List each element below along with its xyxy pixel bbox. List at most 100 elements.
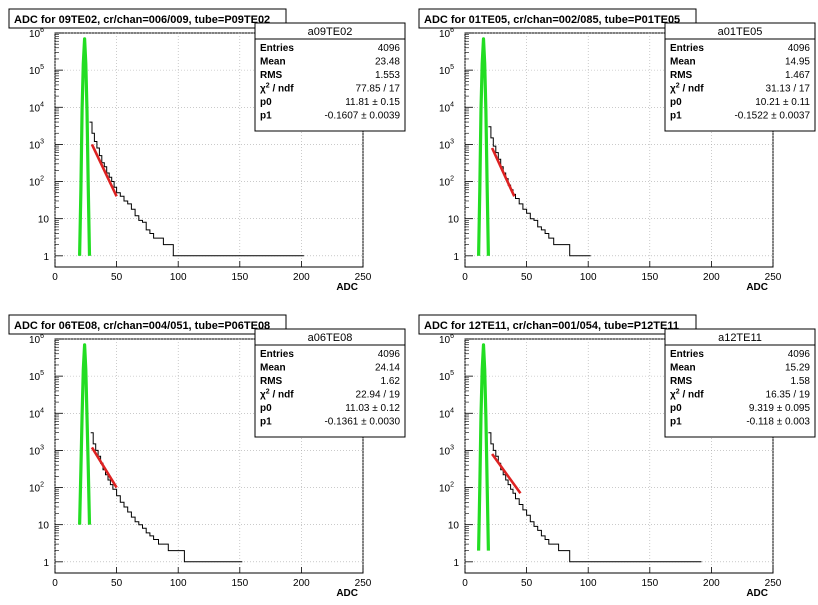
stats-label: p1 (670, 417, 682, 428)
x-tick-label: 50 (111, 272, 123, 283)
stats-box: a06TE08 Entries 4096 Mean 24.14 RMS 1.62 χ2 / n… (254, 328, 406, 438)
stats-name: a06TE08 (308, 332, 353, 344)
title-frame (8, 314, 287, 335)
histogram-series (488, 126, 591, 257)
stats-value: -0.1522 ± 0.0037 (734, 111, 810, 122)
stats-value: 22.94 / 19 (356, 390, 401, 401)
stats-label: p0 (670, 403, 682, 414)
y-tick-label: 1 (453, 558, 459, 569)
y-tick-label: 102 (29, 176, 44, 189)
y-tick-label: 1 (43, 252, 49, 263)
stats-value: 15.29 (785, 363, 810, 374)
stats-frame (254, 22, 406, 132)
x-tick-label: 50 (521, 272, 533, 283)
stats-label: Entries (670, 349, 704, 360)
stats-value: 11.03 ± 0.12 (345, 403, 400, 414)
gaussian-fit-curve (78, 37, 92, 256)
x-tick-label: 200 (703, 578, 720, 589)
stats-value: 4096 (788, 349, 811, 360)
y-tick-label: 106 (439, 27, 454, 40)
chart-title-box: ADC for 01TE05, cr/chan=002/085, tube=P0… (418, 8, 697, 29)
stats-label: p1 (260, 417, 272, 428)
y-tick-label: 103 (29, 138, 44, 151)
x-axis-label: ADC (336, 282, 358, 293)
stats-label: p1 (260, 111, 272, 122)
histogram-panel: 0 50 100 150 200 250 1 10 102 103 104 105 106 ADC ADC … (418, 8, 816, 293)
x-tick-label: 250 (765, 272, 782, 283)
y-tick-label: 1 (43, 558, 49, 569)
x-tick-label: 200 (293, 578, 310, 589)
y-tick-label: 102 (439, 176, 454, 189)
y-tick-label: 10 (38, 521, 50, 532)
y-tick-label: 102 (439, 482, 454, 495)
title-frame (418, 8, 697, 29)
y-tick-label: 104 (29, 407, 44, 420)
chart-title: ADC for 09TE02, cr/chan=006/009, tube=P0… (14, 14, 270, 26)
histogram-series (89, 121, 304, 257)
stats-name: a09TE02 (308, 26, 353, 38)
stats-label: χ2 / ndf (670, 389, 704, 401)
x-tick-label: 150 (231, 272, 248, 283)
x-tick-label: 0 (462, 272, 468, 283)
x-tick-label: 250 (355, 578, 372, 589)
chart-title-box: ADC for 09TE02, cr/chan=006/009, tube=P0… (8, 8, 287, 29)
stats-label: Mean (670, 57, 696, 68)
exponential-fit-line (491, 453, 522, 495)
gaussian-fit-curve (78, 343, 92, 525)
y-tick-label: 105 (29, 64, 44, 77)
x-tick-label: 0 (462, 578, 468, 589)
exponential-fit-line (490, 147, 516, 197)
y-tick-label: 105 (29, 370, 44, 383)
stats-value: 4096 (378, 349, 401, 360)
stats-value: -0.118 ± 0.003 (746, 417, 810, 428)
x-tick-label: 250 (355, 272, 372, 283)
stats-label: p0 (670, 97, 682, 108)
x-tick-label: 250 (765, 578, 782, 589)
chart-title: ADC for 12TE11, cr/chan=001/054, tube=P1… (424, 320, 679, 332)
x-tick-label: 100 (170, 578, 187, 589)
stats-value: -0.1361 ± 0.0030 (324, 417, 400, 428)
y-tick-label: 105 (439, 370, 454, 383)
stats-label: p0 (260, 403, 272, 414)
stats-label: p0 (260, 97, 272, 108)
stats-label: p1 (670, 111, 682, 122)
stats-label: Mean (670, 363, 696, 374)
stats-label: χ2 / ndf (670, 83, 704, 95)
stats-value: 1.553 (375, 70, 400, 81)
stats-value: 4096 (378, 43, 401, 54)
y-tick-label: 102 (29, 482, 44, 495)
stats-name: a01TE05 (718, 26, 763, 38)
y-tick-label: 104 (439, 407, 454, 420)
stats-value: 9.319 ± 0.095 (749, 403, 811, 414)
histogram-panel: 0 50 100 150 200 250 1 10 102 103 104 105 106 ADC ADC … (8, 314, 406, 599)
stats-value: 14.95 (785, 57, 810, 68)
y-tick-label: 10 (448, 215, 460, 226)
x-axis-label: ADC (746, 282, 768, 293)
stats-value: 23.48 (375, 57, 400, 68)
title-frame (418, 314, 697, 335)
chart-title: ADC for 01TE05, cr/chan=002/085, tube=P0… (424, 14, 680, 26)
x-tick-label: 150 (231, 578, 248, 589)
stats-value: -0.1607 ± 0.0039 (324, 111, 400, 122)
stats-label: χ2 / ndf (260, 83, 294, 95)
stats-box: a12TE11 Entries 4096 Mean 15.29 RMS 1.58 χ2 / n… (664, 328, 816, 438)
stats-label: RMS (260, 376, 283, 387)
stats-value: 1.467 (785, 70, 810, 81)
stats-box: a09TE02 Entries 4096 Mean 23.48 RMS 1.553 χ2 / … (254, 22, 406, 132)
stats-label: RMS (670, 376, 693, 387)
stats-value: 16.35 / 19 (766, 390, 811, 401)
x-tick-label: 50 (111, 578, 123, 589)
x-axis-label: ADC (746, 588, 768, 599)
x-tick-label: 0 (52, 272, 58, 283)
stats-frame (664, 22, 816, 132)
title-frame (8, 8, 287, 29)
y-tick-label: 103 (29, 444, 44, 457)
stats-value: 24.14 (375, 363, 400, 374)
stats-label: Entries (260, 43, 294, 54)
stats-value: 1.58 (791, 376, 811, 387)
y-tick-label: 10 (448, 521, 460, 532)
histogram-panel: 0 50 100 150 200 250 1 10 102 103 104 105 106 ADC ADC … (418, 314, 816, 599)
histogram-panel: 0 50 100 150 200 250 1 10 102 103 104 105 106 ADC ADC … (8, 8, 406, 293)
x-tick-label: 200 (703, 272, 720, 283)
stats-value: 4096 (788, 43, 811, 54)
